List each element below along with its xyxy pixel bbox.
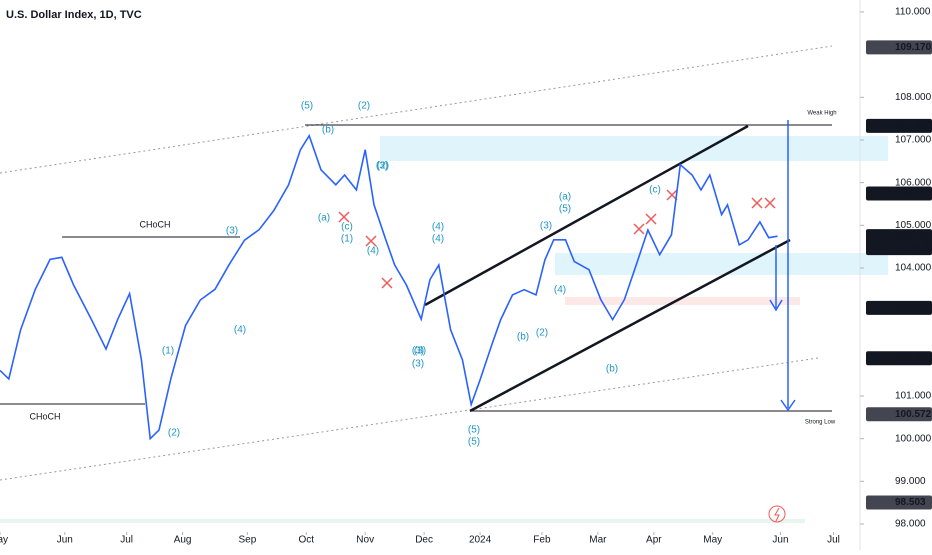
price-label: 107.330: [895, 121, 932, 132]
price-label-box: [866, 407, 932, 422]
wave-label: (3): [414, 346, 426, 357]
wave-label: (a): [318, 213, 330, 224]
wave-label: (5): [468, 425, 480, 436]
y-tick-label: 105.000: [895, 220, 932, 231]
x-tick-label: Jul: [120, 535, 133, 546]
wave-label: (c): [341, 222, 353, 233]
cross-marks: [338, 189, 776, 289]
wave-label: (2): [168, 428, 180, 439]
channel-line: [424, 124, 749, 307]
countdown: 12:58:37: [895, 243, 932, 254]
price-label: 104.745: [895, 231, 932, 242]
price-label: 105.745: [895, 188, 932, 199]
x-tick-label: Dec: [415, 535, 433, 546]
y-tick-label: 110.000: [895, 7, 931, 18]
price-label-box: [866, 40, 932, 55]
alert-icon: [774, 507, 780, 522]
annotation: Strong Low: [805, 420, 836, 426]
x-tick-label: ay: [0, 535, 8, 546]
wave-label: (5): [559, 204, 571, 215]
wave-label: (4): [554, 285, 566, 296]
chart-title: U.S. Dollar Index, 1D, TVC: [6, 9, 142, 21]
y-tick-label: 104.000: [895, 263, 932, 274]
wave-label: (c): [649, 185, 661, 196]
y-tick-label: 98.000: [895, 519, 926, 530]
x-tick-label: Jun: [57, 535, 73, 546]
x-tick-label: Apr: [646, 535, 662, 546]
wave-label: (4): [234, 325, 246, 336]
y-tick-label: 106.000: [895, 177, 932, 188]
zone: [380, 136, 888, 161]
x-tick-label: Sep: [238, 535, 256, 546]
x-tick-label: Nov: [356, 535, 374, 546]
x-tick-label: Aug: [174, 535, 192, 546]
x-tick-label: May: [703, 535, 722, 546]
y-tick-label: 107.000: [895, 135, 932, 146]
x-tick-label: Jul: [827, 535, 840, 546]
price-label: 98.503: [895, 497, 926, 508]
price-label: 109.170: [895, 42, 932, 53]
price-label-box: [866, 118, 932, 133]
arrow-head: [769, 299, 783, 312]
wave-label: (4): [432, 234, 444, 245]
zone: [565, 297, 800, 305]
wave-label: (a): [559, 192, 571, 203]
x-tick-label: 2024: [469, 535, 492, 546]
x-tick-label: Jun: [772, 535, 788, 546]
annotation: Weak High: [807, 111, 836, 117]
trend-line: [0, 45, 833, 174]
zone: [0, 519, 805, 523]
wave-label: (2): [377, 161, 389, 172]
wave-label: (5): [301, 101, 313, 112]
alert-icon: [768, 505, 786, 523]
x-tick-label: Oct: [299, 535, 315, 546]
price-label-box: [866, 300, 932, 315]
y-tick-label: 108.000: [895, 92, 932, 103]
zone: [555, 253, 888, 275]
wave-label: (3): [226, 226, 238, 237]
y-tick-label: 99.000: [895, 476, 926, 487]
annotation: CHoCH: [29, 411, 60, 421]
price-label: 101.885: [895, 353, 932, 364]
wave-label: (5): [468, 437, 480, 448]
wave-label: (1): [341, 234, 353, 245]
wave-label: (b): [606, 364, 618, 375]
x-tick-label: Feb: [533, 535, 551, 546]
annotation: CHoCH: [139, 219, 170, 229]
price-label-box: [866, 186, 932, 201]
wave-label: (3): [376, 161, 388, 172]
wave-label: (4): [367, 246, 379, 257]
price-label-box: [866, 495, 932, 510]
price-label: 100.572: [895, 409, 932, 420]
wave-label: (1): [162, 346, 174, 357]
wave-label: (4): [432, 222, 444, 233]
wave-label: (2): [358, 101, 370, 112]
channel-line: [469, 238, 791, 413]
wave-label: (3): [540, 221, 552, 232]
price-label-box: [866, 351, 932, 366]
arrow-head: [780, 399, 796, 412]
wave-label: (b): [322, 125, 334, 136]
wave-label: (b): [517, 332, 529, 343]
y-tick-label: 100.000: [895, 433, 932, 444]
wave-label: (3): [412, 346, 424, 357]
price-label-box: [866, 229, 932, 256]
x-tick-label: Mar: [589, 535, 607, 546]
price-line: [0, 133, 778, 441]
wave-label: (3): [412, 359, 424, 370]
wave-label: (2): [536, 328, 548, 339]
price-label: 103.066: [895, 302, 932, 313]
y-tick-label: 101.000: [895, 391, 932, 402]
